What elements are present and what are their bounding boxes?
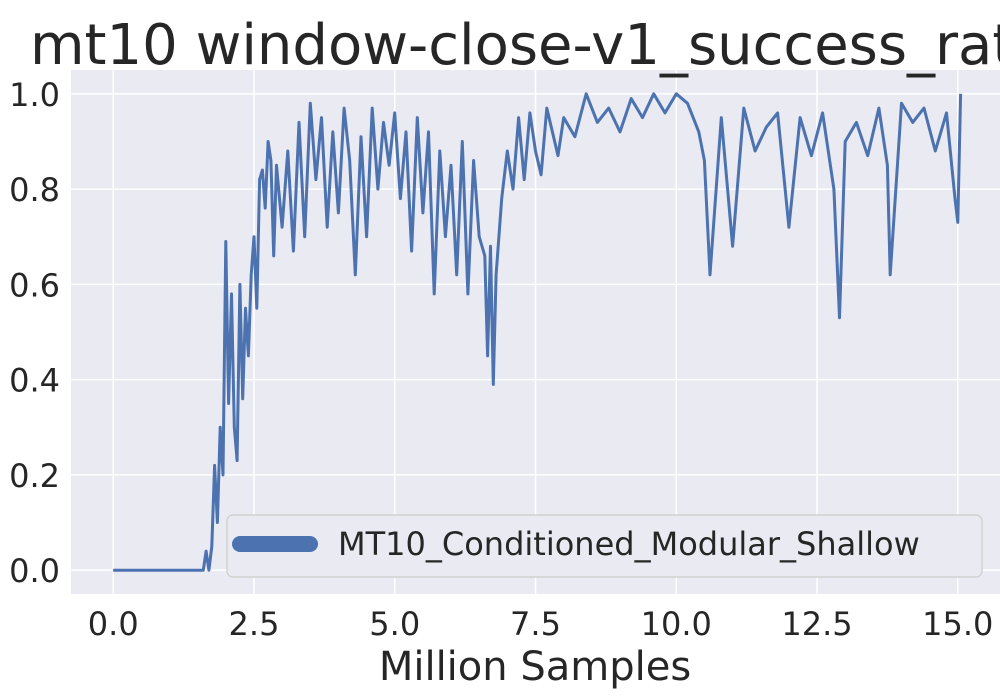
legend: MT10_Conditioned_Modular_Shallow (226, 514, 983, 578)
y-tick-label: 0.8 (9, 171, 60, 209)
x-tick-label: 10.0 (641, 605, 712, 643)
x-tick-label: 2.5 (229, 605, 280, 643)
y-tick-label: 0.4 (9, 362, 60, 400)
grid (71, 70, 1000, 594)
x-tick-labels: 0.0 2.5 5.0 7.5 10.0 12.5 15.0 (88, 605, 994, 643)
series-group (113, 92, 963, 572)
y-tick-label: 0.6 (9, 266, 60, 304)
chart-title: mt10 window-close-v1_success_rate (30, 13, 1000, 78)
y-tick-label: 0.0 (9, 552, 60, 590)
x-tick-label: 15.0 (922, 605, 993, 643)
legend-box (226, 514, 983, 578)
series-line (113, 92, 963, 572)
y-tick-label: 0.2 (9, 457, 60, 495)
x-tick-label: 12.5 (781, 605, 852, 643)
legend-label: MT10_Conditioned_Modular_Shallow (338, 525, 920, 563)
x-tick-label: 0.0 (88, 605, 139, 643)
y-tick-label: 1.0 (9, 76, 60, 114)
x-axis-label: Million Samples (379, 644, 691, 690)
x-tick-label: 7.5 (510, 605, 561, 643)
y-tick-labels: 0.0 0.2 0.4 0.6 0.8 1.0 (9, 76, 60, 590)
x-tick-label: 5.0 (369, 605, 420, 643)
